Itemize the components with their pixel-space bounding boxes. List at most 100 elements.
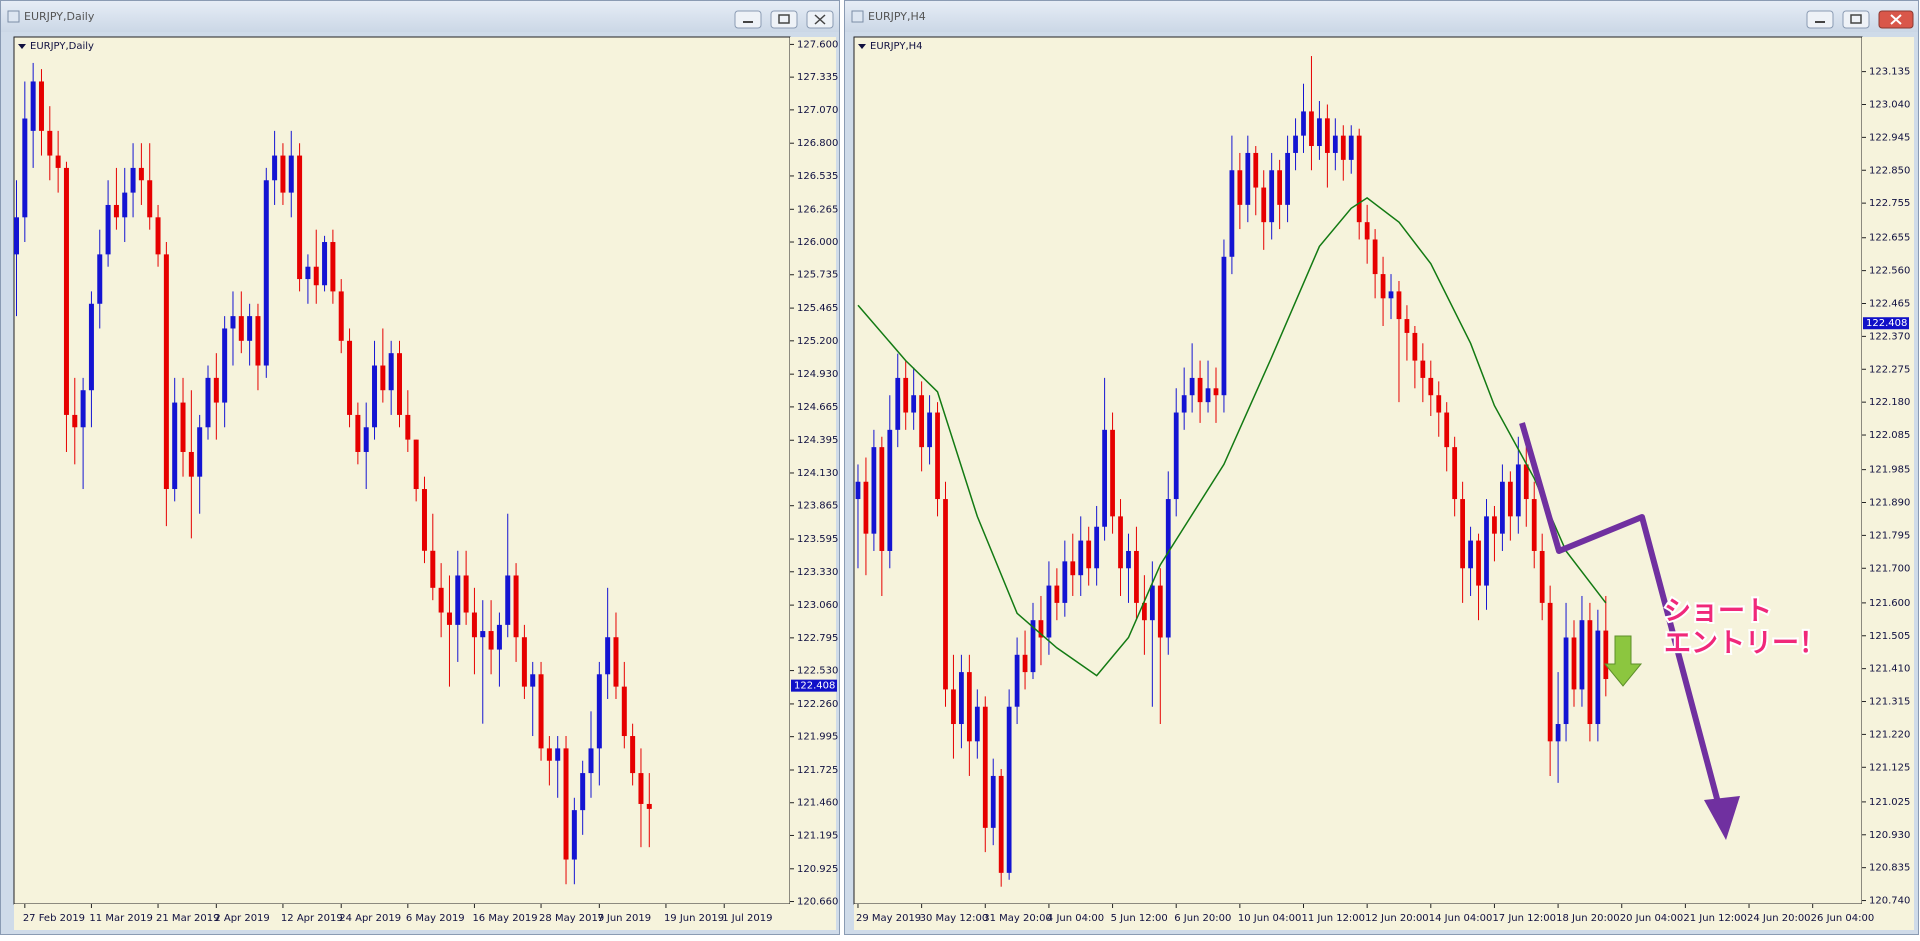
x-tick-label: 6 Jun 20:00 bbox=[1174, 913, 1231, 924]
y-tick-label: 123.865 bbox=[797, 501, 838, 512]
y-tick-label: 123.040 bbox=[1869, 99, 1910, 110]
candle-body bbox=[1476, 540, 1481, 586]
candle-body bbox=[1492, 516, 1497, 534]
y-tick-label: 126.535 bbox=[797, 171, 838, 182]
y-tick-label: 122.945 bbox=[1869, 132, 1910, 143]
candle-body bbox=[1595, 630, 1601, 725]
candle-body bbox=[1134, 550, 1139, 603]
candle-body bbox=[1022, 654, 1028, 673]
candle-body bbox=[1142, 602, 1147, 621]
candle-body bbox=[488, 631, 494, 650]
candle-body bbox=[130, 167, 136, 193]
candle-body bbox=[1436, 395, 1442, 413]
candle-body bbox=[1579, 620, 1585, 690]
candle-body bbox=[959, 672, 964, 725]
title-bar bbox=[1, 1, 839, 32]
x-tick-label: 28 May 2019 bbox=[539, 913, 604, 924]
minimize-button[interactable] bbox=[1806, 10, 1834, 29]
y-tick-label: 120.660 bbox=[797, 897, 838, 908]
candle-body bbox=[1309, 111, 1314, 147]
candle-body bbox=[438, 587, 444, 613]
candle-body bbox=[122, 192, 128, 218]
y-tick-label: 121.195 bbox=[797, 830, 838, 841]
candle-body bbox=[1412, 332, 1418, 361]
candle-body bbox=[1468, 540, 1473, 569]
candle-body bbox=[14, 217, 19, 255]
x-tick-label: 7 Jun 2019 bbox=[597, 913, 651, 924]
candle-body bbox=[613, 637, 619, 687]
candle-body bbox=[330, 242, 336, 292]
maximize-button[interactable] bbox=[770, 10, 798, 29]
candle-body bbox=[1380, 274, 1386, 299]
candle-body bbox=[1030, 620, 1036, 673]
candle-body bbox=[247, 316, 253, 341]
maximize-button[interactable] bbox=[1842, 10, 1870, 29]
candle-body bbox=[1348, 135, 1354, 160]
y-tick-label: 120.835 bbox=[1869, 863, 1910, 874]
candle-body bbox=[397, 353, 402, 415]
y-tick-label: 127.070 bbox=[797, 105, 838, 116]
candle-body bbox=[1547, 602, 1553, 742]
y-tick-label: 121.410 bbox=[1869, 664, 1910, 675]
x-tick-label: 2 Apr 2019 bbox=[214, 913, 269, 924]
minimize-button[interactable] bbox=[734, 10, 762, 29]
annotation-text: エントリー！ bbox=[1664, 628, 1826, 659]
candle-body bbox=[1507, 481, 1513, 517]
candle-body bbox=[80, 390, 86, 428]
candle-body bbox=[895, 377, 901, 430]
candle-body bbox=[1205, 388, 1211, 403]
y-tick-label: 122.530 bbox=[797, 666, 838, 677]
candle-body bbox=[927, 412, 932, 448]
candle-body bbox=[213, 377, 219, 403]
candle-body bbox=[55, 155, 61, 168]
x-tick-label: 4 Jun 04:00 bbox=[1047, 913, 1104, 924]
y-tick-label: 121.125 bbox=[1869, 762, 1910, 773]
candle-body bbox=[855, 481, 861, 500]
candle-body bbox=[255, 316, 261, 366]
candle-body bbox=[1213, 388, 1219, 396]
y-tick-label: 121.220 bbox=[1869, 729, 1910, 740]
arrow-head bbox=[1704, 796, 1740, 840]
y-tick-label: 122.755 bbox=[1869, 198, 1910, 209]
y-tick-label: 122.850 bbox=[1869, 165, 1910, 176]
window-controls[interactable] bbox=[734, 10, 1914, 29]
candle-body bbox=[263, 180, 269, 366]
candle-body bbox=[1173, 412, 1179, 500]
candle-body bbox=[197, 427, 203, 477]
candle-body bbox=[1428, 377, 1434, 396]
x-tick-label: 21 Mar 2019 bbox=[156, 913, 219, 924]
candle-body bbox=[155, 217, 161, 255]
candle-body bbox=[563, 748, 569, 860]
x-tick-label: 19 Jun 2019 bbox=[664, 913, 724, 924]
candle-body bbox=[974, 706, 980, 742]
axis-area bbox=[14, 904, 790, 930]
x-tick-label: 1 Jul 2019 bbox=[722, 913, 772, 924]
y-tick-label: 127.335 bbox=[797, 72, 838, 83]
candle-body bbox=[546, 748, 552, 761]
candle-body bbox=[222, 328, 228, 403]
y-tick-label: 120.740 bbox=[1869, 896, 1910, 907]
candle-body bbox=[1523, 464, 1529, 500]
candle-body bbox=[621, 686, 627, 737]
candle-body bbox=[1237, 170, 1243, 205]
candle-body bbox=[1229, 170, 1235, 257]
y-tick-label: 124.665 bbox=[797, 402, 838, 413]
candle-body bbox=[1189, 377, 1195, 396]
y-tick-label: 120.930 bbox=[1869, 830, 1910, 841]
candle-body bbox=[188, 451, 194, 477]
last-price-label: 122.408 bbox=[794, 681, 835, 692]
chart-label: EURJPY,Daily bbox=[30, 41, 94, 52]
window-icon bbox=[851, 10, 864, 23]
x-tick-label: 26 Jun 04:00 bbox=[1811, 913, 1875, 924]
x-tick-label: 31 May 20:00 bbox=[983, 913, 1052, 924]
y-tick-label: 126.265 bbox=[797, 204, 838, 215]
candle-body bbox=[480, 631, 486, 638]
candle-body bbox=[1126, 550, 1131, 569]
candle-body bbox=[1285, 152, 1290, 205]
plot-area bbox=[13, 36, 791, 905]
candle-body bbox=[998, 775, 1004, 873]
chart-label-marker bbox=[858, 44, 866, 49]
candle-body bbox=[1094, 526, 1100, 569]
x-tick-label: 27 Feb 2019 bbox=[23, 913, 85, 924]
